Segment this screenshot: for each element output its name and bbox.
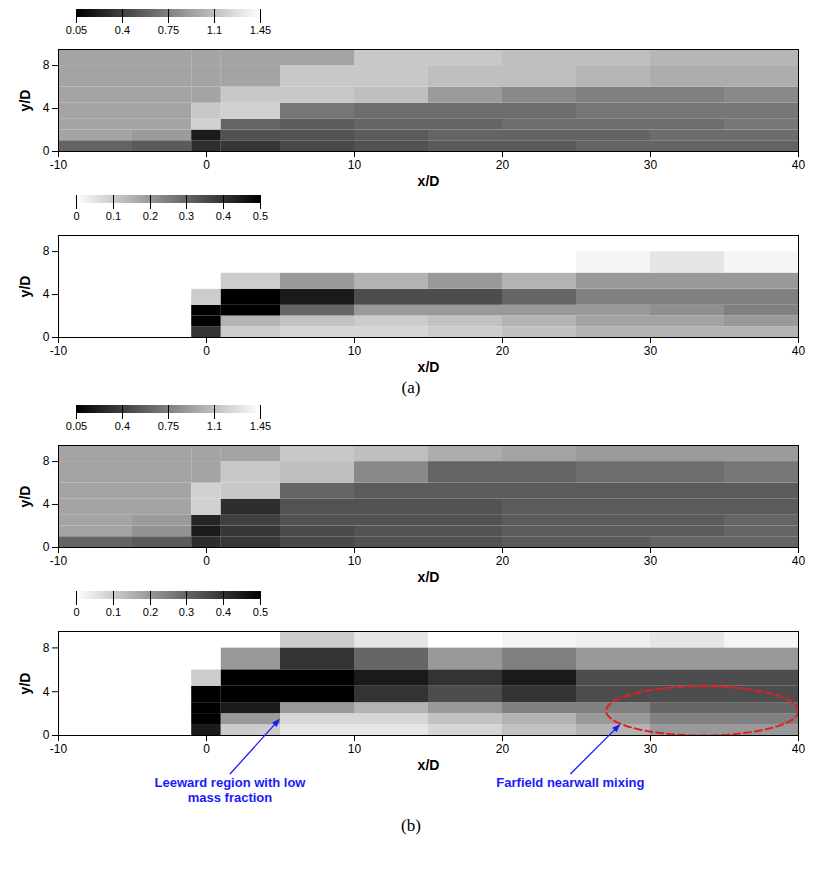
svg-text:8: 8 <box>43 244 50 258</box>
svg-text:0.2: 0.2 <box>143 210 158 222</box>
svg-text:Farfield nearwall mixing: Farfield nearwall mixing <box>496 775 644 790</box>
svg-text:x/D: x/D <box>418 569 440 585</box>
svg-text:10: 10 <box>348 742 362 756</box>
svg-text:0.5: 0.5 <box>253 606 268 618</box>
svg-text:x/D: x/D <box>418 173 440 189</box>
svg-text:0.4: 0.4 <box>216 210 231 222</box>
svg-text:0: 0 <box>43 144 50 158</box>
svg-text:1.1: 1.1 <box>207 420 222 432</box>
svg-text:-10: -10 <box>50 158 68 172</box>
svg-text:x/D: x/D <box>418 359 440 375</box>
svg-text:0.1: 0.1 <box>106 606 121 618</box>
svg-text:1.1: 1.1 <box>207 24 222 36</box>
svg-text:0.4: 0.4 <box>115 420 130 432</box>
svg-text:40: 40 <box>792 742 806 756</box>
svg-text:y/D: y/D <box>17 90 33 112</box>
svg-text:-10: -10 <box>50 554 68 568</box>
svg-text:y/D: y/D <box>17 276 33 298</box>
svg-text:0: 0 <box>73 606 79 618</box>
svg-text:0: 0 <box>43 728 50 742</box>
svg-text:0: 0 <box>203 344 210 358</box>
svg-text:10: 10 <box>348 554 362 568</box>
svg-text:y/D: y/D <box>17 486 33 508</box>
svg-text:30: 30 <box>644 344 658 358</box>
svg-text:0.4: 0.4 <box>216 606 231 618</box>
svg-text:0.05: 0.05 <box>66 24 87 36</box>
svg-text:20: 20 <box>496 742 510 756</box>
svg-text:0: 0 <box>73 210 79 222</box>
svg-text:0: 0 <box>203 554 210 568</box>
svg-text:40: 40 <box>792 554 806 568</box>
svg-text:x/D: x/D <box>418 757 440 773</box>
html-text:(a): (a) <box>401 378 421 397</box>
svg-text:y/D: y/D <box>17 673 33 695</box>
svg-text:4: 4 <box>43 287 50 301</box>
svg-text:10: 10 <box>348 158 362 172</box>
svg-text:0: 0 <box>43 540 50 554</box>
svg-text:1.45: 1.45 <box>250 24 271 36</box>
svg-text:20: 20 <box>496 344 510 358</box>
svg-text:0.75: 0.75 <box>158 24 179 36</box>
svg-text:8: 8 <box>43 641 50 655</box>
svg-text:0.75: 0.75 <box>158 420 179 432</box>
svg-text:30: 30 <box>644 742 658 756</box>
svg-text:1.45: 1.45 <box>250 420 271 432</box>
svg-text:0.1: 0.1 <box>106 210 121 222</box>
svg-text:0.5: 0.5 <box>253 210 268 222</box>
svg-text:4: 4 <box>43 685 50 699</box>
svg-text:Leeward region with lowmass fr: Leeward region with lowmass fraction <box>155 775 307 805</box>
svg-text:-10: -10 <box>50 344 68 358</box>
svg-text:-10: -10 <box>50 742 68 756</box>
svg-text:20: 20 <box>496 554 510 568</box>
svg-text:8: 8 <box>43 454 50 468</box>
svg-text:0.2: 0.2 <box>143 606 158 618</box>
svg-text:4: 4 <box>43 101 50 115</box>
svg-text:0.4: 0.4 <box>115 24 130 36</box>
svg-text:0.3: 0.3 <box>179 210 194 222</box>
svg-text:40: 40 <box>792 344 806 358</box>
svg-text:10: 10 <box>348 344 362 358</box>
svg-text:8: 8 <box>43 58 50 72</box>
svg-text:30: 30 <box>644 158 658 172</box>
svg-text:0.05: 0.05 <box>66 420 87 432</box>
svg-text:4: 4 <box>43 497 50 511</box>
svg-text:40: 40 <box>792 158 806 172</box>
svg-text:0: 0 <box>43 330 50 344</box>
svg-text:30: 30 <box>644 554 658 568</box>
svg-text:0.3: 0.3 <box>179 606 194 618</box>
svg-text:0: 0 <box>203 158 210 172</box>
svg-text:20: 20 <box>496 158 510 172</box>
svg-text:0: 0 <box>203 742 210 756</box>
html-text:(b): (b) <box>401 816 421 835</box>
